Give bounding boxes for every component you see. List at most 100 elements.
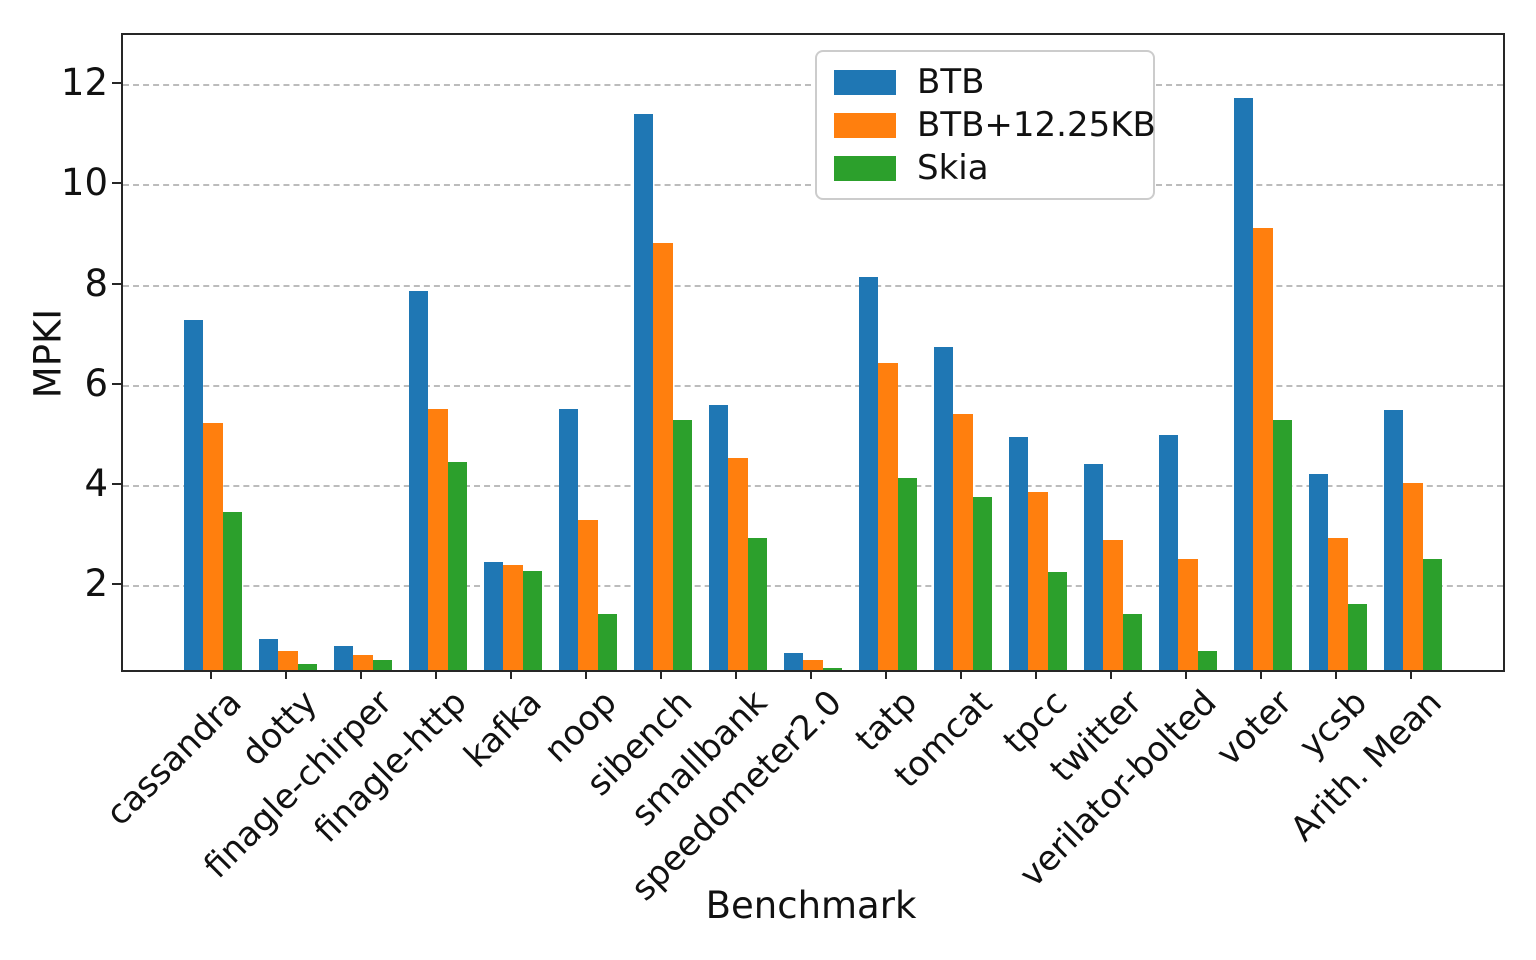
bar-BTB-cassandra — [183, 319, 204, 670]
bar-BTB-kafka — [483, 562, 504, 670]
bar-Skia-voter — [1272, 420, 1293, 670]
gridline-y-6 — [123, 384, 1503, 387]
legend-swatch-BTB+12.25KB — [834, 112, 896, 138]
legend-label: Skia — [917, 148, 989, 188]
y-tick-mark — [112, 382, 121, 385]
bar-BTB+12.25KB-speedometer2.0 — [803, 660, 823, 670]
bar-Skia-kafka — [522, 571, 543, 670]
x-tick-mark — [510, 670, 512, 679]
bar-Skia-tomcat — [972, 497, 993, 670]
x-tick-mark — [585, 670, 587, 679]
x-tick-mark — [960, 670, 962, 679]
bar-BTB-finagle-http — [408, 290, 429, 670]
bar-Skia-twitter — [1122, 614, 1143, 670]
bar-BTB+12.25KB-ycsb — [1328, 537, 1348, 670]
bar-BTB+12.25KB-finagle-http — [428, 409, 448, 670]
bar-Skia-speedometer2.0 — [822, 668, 843, 670]
x-tick-mark — [285, 670, 287, 679]
y-tick-label: 4 — [84, 462, 108, 506]
bar-Skia-Arith. Mean — [1422, 558, 1443, 670]
bar-Skia-finagle-chirper — [372, 660, 393, 670]
bar-BTB-twitter — [1083, 464, 1104, 670]
bar-Skia-finagle-http — [447, 462, 468, 670]
y-tick-mark — [112, 483, 121, 486]
plot-area — [121, 33, 1505, 672]
bar-BTB+12.25KB-kafka — [503, 565, 523, 670]
bar-Skia-cassandra — [222, 512, 243, 670]
x-tick-label-kafka: kafka — [456, 682, 550, 776]
legend-entry-BTB+12.25KB: BTB+12.25KB — [834, 105, 1156, 145]
x-tick-mark — [1185, 670, 1187, 679]
bar-Skia-sibench — [672, 419, 693, 670]
bar-BTB+12.25KB-tomcat — [953, 414, 973, 670]
bar-BTB-tpcc — [1008, 437, 1029, 670]
y-tick-mark — [112, 583, 121, 586]
x-tick-label-voter: voter — [1208, 682, 1300, 774]
legend-swatch-BTB — [834, 69, 896, 95]
x-tick-mark — [1110, 670, 1112, 679]
x-tick-mark — [435, 670, 437, 679]
bar-BTB-finagle-chirper — [333, 646, 354, 670]
x-tick-mark — [1335, 670, 1337, 679]
bar-BTB+12.25KB-voter — [1253, 227, 1273, 670]
y-tick-mark — [112, 82, 121, 85]
bar-BTB-Arith. Mean — [1383, 410, 1404, 670]
bar-BTB+12.25KB-twitter — [1103, 539, 1123, 670]
x-tick-mark — [885, 670, 887, 679]
x-tick-mark — [360, 670, 362, 679]
legend-label: BTB — [917, 62, 985, 102]
bar-BTB+12.25KB-smallbank — [728, 458, 748, 670]
y-tick-label: 8 — [84, 261, 108, 305]
x-tick-mark — [1410, 670, 1412, 679]
legend-label: BTB+12.25KB — [917, 105, 1156, 145]
legend-entry-BTB: BTB — [834, 63, 1153, 101]
y-tick-mark — [112, 182, 121, 185]
bar-BTB-dotty — [258, 638, 279, 670]
bar-Skia-smallbank — [747, 537, 768, 670]
bar-BTB-speedometer2.0 — [783, 653, 804, 670]
bar-Skia-tpcc — [1047, 571, 1068, 670]
bar-Skia-ycsb — [1347, 603, 1368, 670]
y-axis-title: MPKI — [26, 308, 70, 399]
bar-BTB+12.25KB-tatp — [878, 363, 898, 670]
bar-Skia-noop — [597, 613, 618, 670]
x-tick-mark — [810, 670, 812, 679]
y-tick-mark — [112, 282, 121, 285]
bar-BTB-verilator-bolted — [1158, 435, 1179, 670]
gridline-y-2 — [123, 585, 1503, 588]
bar-BTB+12.25KB-tpcc — [1028, 491, 1048, 670]
x-tick-mark — [1260, 670, 1262, 679]
legend-swatch-Skia — [834, 155, 896, 181]
x-tick-mark — [660, 670, 662, 679]
bar-BTB-smallbank — [708, 404, 729, 670]
y-tick-label: 6 — [84, 361, 108, 405]
legend-entry-Skia: Skia — [834, 149, 1153, 187]
gridline-y-4 — [123, 485, 1503, 488]
gridline-y-12 — [123, 84, 1503, 87]
gridline-y-8 — [123, 284, 1503, 287]
bar-BTB+12.25KB-sibench — [653, 242, 673, 670]
x-tick-mark — [735, 670, 737, 679]
y-tick-label: 2 — [84, 562, 108, 606]
bar-BTB-noop — [558, 409, 579, 670]
bar-BTB+12.25KB-verilator-bolted — [1178, 558, 1198, 670]
bar-Skia-dotty — [297, 664, 318, 670]
x-tick-mark — [1035, 670, 1037, 679]
bar-BTB+12.25KB-Arith. Mean — [1403, 482, 1423, 670]
bar-BTB+12.25KB-cassandra — [203, 422, 223, 670]
gridline-y-10 — [123, 184, 1503, 187]
bar-Skia-tatp — [897, 477, 918, 670]
bar-BTB+12.25KB-noop — [578, 519, 598, 670]
x-axis-title: Benchmark — [705, 884, 917, 927]
bar-BTB-voter — [1233, 97, 1254, 670]
bar-BTB+12.25KB-finagle-chirper — [353, 655, 373, 670]
y-tick-label: 10 — [60, 161, 108, 205]
bar-BTB+12.25KB-dotty — [278, 651, 298, 670]
bar-BTB-sibench — [633, 114, 654, 670]
bar-BTB-tomcat — [933, 347, 954, 670]
bar-BTB-ycsb — [1308, 474, 1329, 670]
x-tick-label-cassandra: cassandra — [98, 682, 250, 834]
y-tick-label: 12 — [60, 61, 108, 105]
bar-Skia-verilator-bolted — [1197, 650, 1218, 670]
